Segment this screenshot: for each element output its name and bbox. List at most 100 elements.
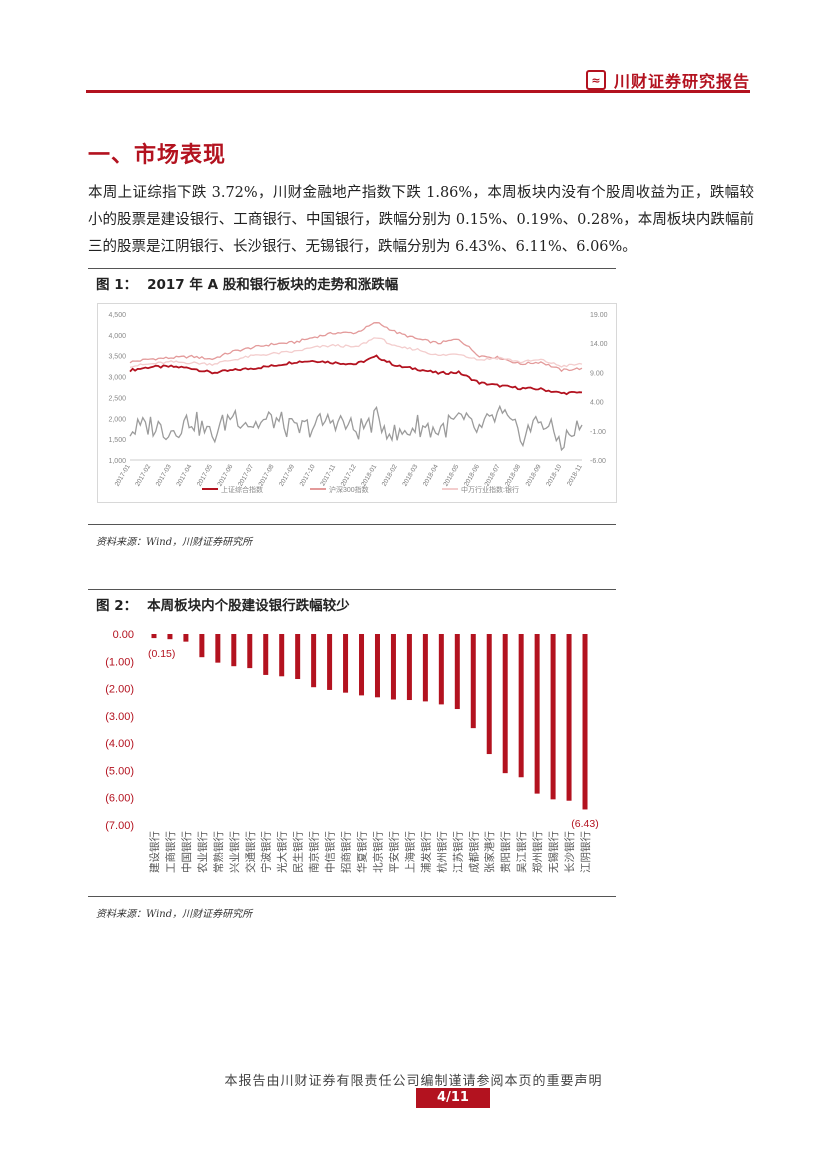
y-left-tick-label: 2,500 bbox=[108, 395, 126, 402]
bar bbox=[279, 634, 285, 677]
y-tick-label: (2.00) bbox=[105, 684, 134, 696]
figure-1-bottom-rule bbox=[88, 524, 616, 525]
header-divider bbox=[86, 90, 750, 93]
bar-chart: 0.00 (1.00) (2.00) (3.00) (4.00) (5.00) (6.00)… bbox=[105, 629, 598, 873]
y-tick-label: (4.00) bbox=[105, 738, 134, 750]
y-right-tick-label: 14.00 bbox=[590, 341, 608, 348]
category-label: 浦发银行 bbox=[419, 831, 432, 873]
bar bbox=[263, 634, 269, 675]
figure-2-title: 本周板块内个股建设银行跌幅较少 bbox=[147, 598, 350, 614]
y-left-tick-label: 2,000 bbox=[108, 416, 126, 423]
x-tick-label: 2018-05 bbox=[442, 463, 460, 487]
x-tick-label: 2017-02 bbox=[134, 463, 152, 487]
y-tick-label: (3.00) bbox=[105, 711, 134, 723]
x-tick-label: 2017-10 bbox=[299, 463, 317, 487]
category-label: 农业银行 bbox=[196, 831, 209, 873]
x-tick-label: 2018-09 bbox=[525, 463, 543, 487]
series-line bbox=[129, 404, 583, 452]
category-label: 交通银行 bbox=[244, 831, 257, 873]
report-header: ≈ 川财证券研究报告 bbox=[86, 62, 750, 94]
bar bbox=[454, 634, 460, 710]
x-tick-label: 2018-01 bbox=[360, 463, 378, 487]
y-left-tick-label: 3,500 bbox=[108, 354, 126, 361]
body-paragraph: 本周上证综指下跌 3.72%，川财金融地产指数下跌 1.86%，本周板块内没有个… bbox=[88, 185, 754, 255]
x-tick-label: 2017-09 bbox=[278, 463, 296, 487]
series-line bbox=[129, 337, 583, 368]
category-label: 中国银行 bbox=[180, 831, 193, 873]
x-tick-label: 2018-11 bbox=[566, 463, 584, 487]
data-label-last: (6.43) bbox=[571, 818, 598, 830]
category-label: 常熟银行 bbox=[212, 831, 225, 873]
figure-2-chart: 0.00 (1.00) (2.00) (3.00) (4.00) (5.00) (6.00)… bbox=[88, 620, 616, 895]
legend-label: 上证综合指数 bbox=[221, 485, 263, 494]
figure-2-label: 图 2： bbox=[96, 598, 138, 614]
category-label: 贵阳银行 bbox=[499, 831, 512, 873]
brand-name: 川财证券研究报告 bbox=[613, 72, 750, 91]
figure-1-title: 2017 年 A 股和银行板块的走势和涨跌幅 bbox=[147, 277, 399, 293]
series-line bbox=[129, 354, 583, 396]
category-label: 上海银行 bbox=[403, 831, 416, 873]
x-tick-label: 2018-07 bbox=[484, 463, 502, 487]
category-label: 江苏银行 bbox=[451, 831, 464, 873]
figure-1: 图 1： 2017 年 A 股和银行板块的走势和涨跌幅 bbox=[88, 268, 616, 297]
bar bbox=[374, 634, 380, 698]
bar bbox=[406, 634, 412, 701]
bar bbox=[359, 634, 365, 696]
bar bbox=[247, 634, 253, 669]
figure-1-label: 图 1： bbox=[96, 277, 138, 293]
bar bbox=[327, 634, 333, 690]
y-right-tick-label: 9.00 bbox=[590, 370, 604, 377]
figure-2-footer: 资料来源：Wind，川财证券研究所 bbox=[88, 896, 616, 920]
brand: ≈ 川财证券研究报告 bbox=[585, 68, 750, 92]
category-label: 光大银行 bbox=[276, 831, 289, 873]
figure-2-source: 资料来源：Wind，川财证券研究所 bbox=[96, 909, 253, 920]
category-label: 吴江银行 bbox=[515, 831, 528, 873]
x-tick-label: 2018-08 bbox=[504, 463, 522, 487]
category-label: 中信银行 bbox=[324, 831, 337, 873]
legend-label: 中万行业指数:银行 bbox=[461, 485, 519, 494]
figure-1-title-bar: 图 1： 2017 年 A 股和银行板块的走势和涨跌幅 bbox=[88, 268, 616, 297]
category-label: 成都银行 bbox=[467, 831, 480, 873]
company-logo-icon: ≈ bbox=[585, 70, 606, 90]
x-tick-label: 2017-07 bbox=[237, 463, 255, 487]
category-label: 张家港行 bbox=[483, 831, 496, 873]
y-left-tick-label: 3,000 bbox=[108, 375, 126, 382]
x-tick-label: 2017-11 bbox=[319, 463, 337, 487]
category-label: 宁波银行 bbox=[260, 831, 273, 873]
bar bbox=[199, 634, 205, 658]
category-label: 华夏银行 bbox=[356, 831, 369, 873]
bar bbox=[534, 634, 540, 794]
legend-label: 沪深300指数 bbox=[329, 485, 369, 494]
category-label: 招商银行 bbox=[340, 831, 353, 873]
bar bbox=[438, 634, 444, 705]
bar bbox=[343, 634, 349, 693]
x-tick-label: 2018-02 bbox=[381, 463, 399, 487]
figure-1-footer: 资料来源：Wind，川财证券研究所 bbox=[88, 524, 616, 548]
x-tick-label: 2018-03 bbox=[401, 463, 419, 487]
y-tick-label: 0.00 bbox=[113, 629, 134, 641]
category-label: 兴业银行 bbox=[228, 831, 241, 873]
category-label: 郑州银行 bbox=[531, 831, 544, 873]
x-tick-label: 2017-01 bbox=[114, 463, 132, 487]
x-tick-label: 2018-04 bbox=[422, 463, 440, 487]
x-tick-label: 2018-10 bbox=[545, 463, 563, 487]
y-tick-label: (7.00) bbox=[105, 820, 134, 832]
bar bbox=[167, 634, 173, 640]
y-left-tick-label: 4,000 bbox=[108, 333, 126, 340]
figure-1-source: 资料来源：Wind，川财证券研究所 bbox=[96, 537, 253, 548]
category-label: 北京银行 bbox=[371, 831, 384, 873]
y-tick-label: (1.00) bbox=[105, 656, 134, 668]
y-tick-label: (5.00) bbox=[105, 765, 134, 777]
category-label: 南京银行 bbox=[308, 831, 321, 873]
line-chart: 4,500 4,000 3,500 3,000 2,500 2,000 1,500 1,000… bbox=[108, 312, 608, 494]
y-right-tick-label: 19.00 bbox=[590, 312, 608, 319]
y-right-tick-label: -6.00 bbox=[590, 458, 606, 465]
bar bbox=[151, 634, 157, 639]
x-tick-label: 2017-12 bbox=[340, 463, 358, 487]
figure-1-chart: 4,500 4,000 3,500 3,000 2,500 2,000 1,500 1,000… bbox=[97, 303, 617, 503]
x-tick-label: 2018-06 bbox=[463, 463, 481, 487]
category-label: 无锡银行 bbox=[547, 831, 560, 873]
bar bbox=[215, 634, 221, 663]
data-label-first: (0.15) bbox=[148, 648, 175, 660]
footer-disclaimer: 本报告由川财证券有限责任公司编制谨请参阅本页的重要声明 bbox=[224, 1074, 603, 1089]
